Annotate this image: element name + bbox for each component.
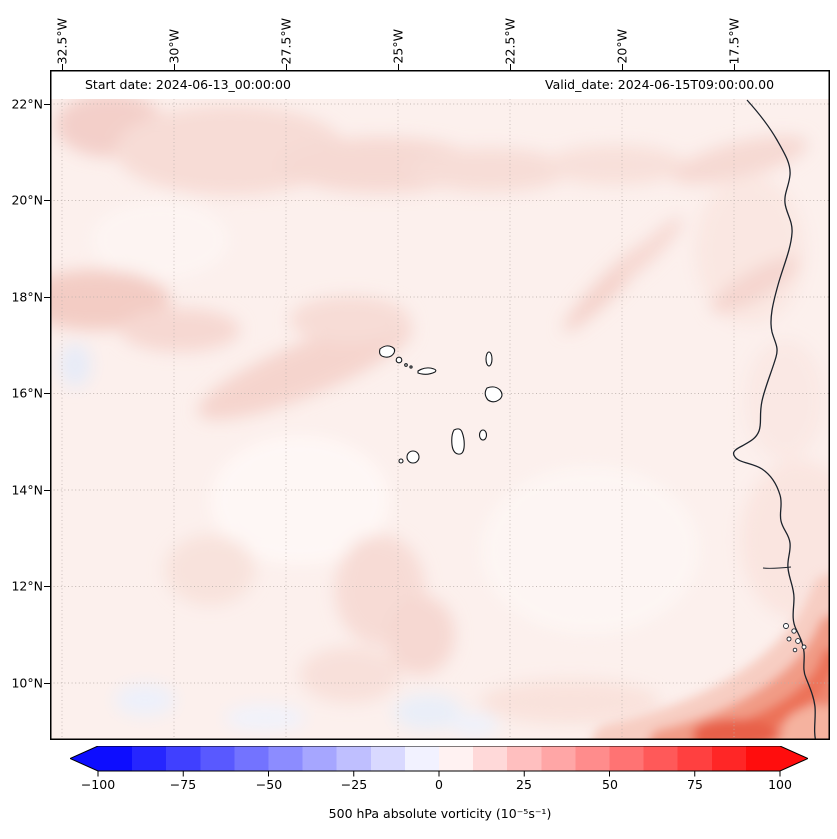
colorbar-tick-label: 50 <box>602 777 618 792</box>
left-tick <box>44 297 50 299</box>
lat-tick-label: 18°N <box>11 289 43 305</box>
left-tick <box>44 200 50 202</box>
vorticity-field <box>50 93 830 737</box>
top-tick <box>510 64 512 70</box>
left-tick <box>44 490 50 492</box>
cape-verde-islands <box>379 345 503 464</box>
top-tick <box>398 64 400 70</box>
colorbar-axis-label: 500 hPa absolute vorticity (10⁻⁵s⁻¹) <box>328 806 552 821</box>
colorbar-gradient <box>68 745 810 777</box>
left-tick <box>44 393 50 395</box>
colorbar-bar <box>68 745 810 772</box>
colorbar-tick-label: −100 <box>80 777 116 792</box>
lat-tick-label: 12°N <box>11 578 43 594</box>
lon-tick-label: 30°W <box>166 29 182 64</box>
lon-tick-label: 25°W <box>390 29 406 64</box>
colorbar-tick-label: 25 <box>516 777 532 792</box>
top-tick <box>734 64 736 70</box>
lat-tick-label: 10°N <box>11 675 43 691</box>
left-tick <box>44 104 50 106</box>
colorbar-ticks <box>97 771 781 777</box>
left-tick <box>44 586 50 588</box>
lon-tick-label: 17.5°W <box>726 17 742 64</box>
lon-tick-label: 27.5°W <box>278 17 294 64</box>
coastal-islands <box>783 623 807 653</box>
top-tick <box>174 64 176 70</box>
colorbar-tick-label: 0 <box>435 777 443 792</box>
lon-tick-label: 22.5°W <box>502 17 518 64</box>
lat-tick-label: 20°N <box>11 192 43 208</box>
gridlines <box>50 70 830 740</box>
colorbar <box>68 745 810 778</box>
top-tick <box>622 64 624 70</box>
left-tick <box>44 683 50 685</box>
top-tick <box>286 64 288 70</box>
colorbar-tick-label: 100 <box>768 777 792 792</box>
vorticity-map <box>50 70 830 740</box>
colorbar-tick-label: −50 <box>255 777 283 792</box>
lon-tick-label: 32.5°W <box>54 17 70 64</box>
valid-date-label: Valid_date: 2024-06-15T09:00:00.00 <box>545 77 775 92</box>
colorbar-tick-label: 75 <box>687 777 703 792</box>
colorbar-tick-label: −25 <box>340 777 368 792</box>
axes-border <box>50 70 830 740</box>
coastline <box>732 99 817 740</box>
top-tick <box>62 64 64 70</box>
colorbar-tick-label: −75 <box>169 777 197 792</box>
lat-tick-label: 22°N <box>11 96 43 112</box>
start-date-label: Start date: 2024-06-13_00:00:00 <box>85 77 291 92</box>
vortex-feature <box>592 574 830 740</box>
lat-tick-label: 14°N <box>11 482 43 498</box>
lat-tick-label: 16°N <box>11 385 43 401</box>
title-strip <box>51 71 829 99</box>
lon-tick-label: 20°W <box>614 29 630 64</box>
map-axes: Start date: 2024-06-13_00:00:00 Valid_da… <box>50 70 830 740</box>
